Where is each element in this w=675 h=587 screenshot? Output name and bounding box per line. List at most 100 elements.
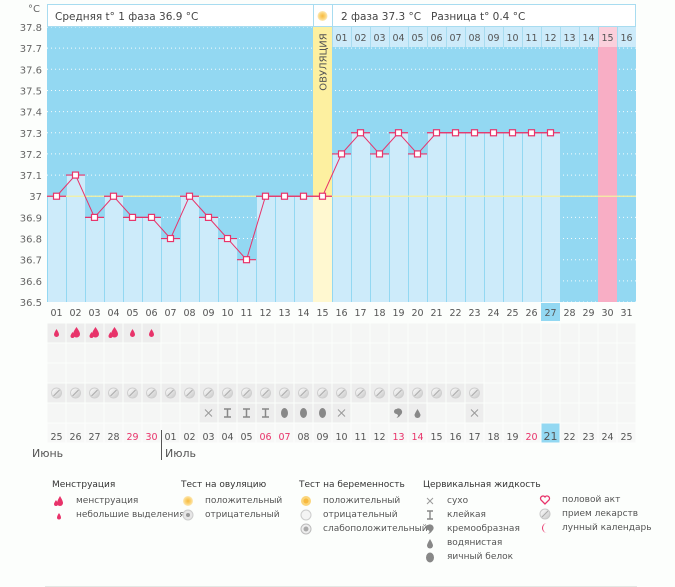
- date-cell[interactable]: [123, 423, 142, 443]
- calendar-cell[interactable]: [332, 363, 351, 383]
- date-cell[interactable]: [617, 423, 636, 443]
- calendar-cell[interactable]: [541, 403, 560, 423]
- calendar-cell[interactable]: [85, 363, 104, 383]
- calendar-cell[interactable]: [47, 363, 66, 383]
- calendar-cell[interactable]: [579, 383, 598, 403]
- temperature-point[interactable]: [546, 129, 555, 137]
- calendar-cell[interactable]: [446, 403, 465, 423]
- calendar-cell[interactable]: [446, 363, 465, 383]
- calendar-date-label[interactable]: 11: [354, 432, 366, 443]
- calendar-cell[interactable]: [85, 403, 104, 423]
- cycle-day-label[interactable]: 03: [88, 308, 100, 319]
- date-cell[interactable]: [351, 423, 370, 443]
- cycle-day-label[interactable]: 09: [202, 308, 214, 319]
- calendar-date-label[interactable]: 06: [259, 432, 271, 443]
- temperature-point[interactable]: [432, 129, 441, 137]
- calendar-cell[interactable]: [465, 343, 484, 363]
- calendar-cell[interactable]: [484, 323, 503, 343]
- calendar-date-label[interactable]: 02: [183, 432, 195, 443]
- calendar-cell[interactable]: [446, 323, 465, 343]
- cycle-day-label[interactable]: 06: [145, 308, 157, 319]
- calendar-cell[interactable]: [218, 363, 237, 383]
- cycle-day-label[interactable]: 31: [620, 308, 632, 319]
- date-cell[interactable]: [180, 423, 199, 443]
- calendar-cell[interactable]: [389, 363, 408, 383]
- calendar-cell[interactable]: [218, 323, 237, 343]
- date-cell[interactable]: [446, 423, 465, 443]
- calendar-cell[interactable]: [522, 383, 541, 403]
- calendar-cell[interactable]: [332, 323, 351, 343]
- calendar-date-label[interactable]: 21: [544, 430, 558, 443]
- calendar-cell[interactable]: [522, 343, 541, 363]
- calendar-cell[interactable]: [617, 343, 636, 363]
- calendar-cell[interactable]: [294, 363, 313, 383]
- calendar-date-label[interactable]: 25: [50, 432, 62, 443]
- date-cell[interactable]: [503, 423, 522, 443]
- calendar-cell[interactable]: [66, 363, 85, 383]
- calendar-cell[interactable]: [598, 403, 617, 423]
- calendar-cell[interactable]: [598, 363, 617, 383]
- calendar-cell[interactable]: [256, 323, 275, 343]
- cycle-day-label[interactable]: 15: [316, 308, 328, 319]
- temperature-point[interactable]: [337, 150, 346, 158]
- calendar-cell[interactable]: [465, 363, 484, 383]
- calendar-cell[interactable]: [484, 343, 503, 363]
- calendar-cell[interactable]: [313, 363, 332, 383]
- temperature-point[interactable]: [470, 129, 479, 137]
- calendar-cell[interactable]: [389, 323, 408, 343]
- temperature-point[interactable]: [204, 213, 213, 221]
- calendar-cell[interactable]: [579, 323, 598, 343]
- calendar-cell[interactable]: [180, 363, 199, 383]
- date-cell[interactable]: [66, 423, 85, 443]
- calendar-cell[interactable]: [237, 323, 256, 343]
- temperature-point[interactable]: [147, 213, 156, 221]
- calendar-cell[interactable]: [617, 323, 636, 343]
- calendar-date-label[interactable]: 09: [316, 432, 328, 443]
- date-cell[interactable]: [389, 423, 408, 443]
- calendar-cell[interactable]: [237, 363, 256, 383]
- calendar-cell[interactable]: [560, 383, 579, 403]
- calendar-cell[interactable]: [180, 343, 199, 363]
- date-cell[interactable]: [142, 423, 161, 443]
- cycle-day-label[interactable]: 07: [164, 308, 176, 319]
- calendar-cell[interactable]: [66, 343, 85, 363]
- calendar-cell[interactable]: [123, 403, 142, 423]
- calendar-cell[interactable]: [237, 343, 256, 363]
- calendar-cell[interactable]: [389, 343, 408, 363]
- calendar-cell[interactable]: [541, 383, 560, 403]
- calendar-date-label[interactable]: 12: [373, 432, 385, 443]
- temperature-point[interactable]: [71, 171, 80, 179]
- date-cell[interactable]: [313, 423, 332, 443]
- cycle-day-label[interactable]: 11: [240, 308, 252, 319]
- cycle-day-label[interactable]: 23: [468, 308, 480, 319]
- calendar-cell[interactable]: [408, 323, 427, 343]
- calendar-date-label[interactable]: 08: [297, 432, 309, 443]
- date-cell[interactable]: [579, 423, 598, 443]
- calendar-cell[interactable]: [503, 363, 522, 383]
- calendar-cell[interactable]: [617, 403, 636, 423]
- cycle-day-label[interactable]: 14: [297, 308, 309, 319]
- cycle-day-label[interactable]: 02: [69, 308, 81, 319]
- calendar-cell[interactable]: [560, 323, 579, 343]
- cycle-day-label[interactable]: 19: [392, 308, 404, 319]
- calendar-cell[interactable]: [522, 323, 541, 343]
- calendar-cell[interactable]: [617, 383, 636, 403]
- temperature-point[interactable]: [280, 192, 289, 200]
- calendar-date-label[interactable]: 25: [620, 432, 632, 443]
- calendar-cell[interactable]: [180, 323, 199, 343]
- date-cell[interactable]: [294, 423, 313, 443]
- calendar-cell[interactable]: [503, 323, 522, 343]
- calendar-cell[interactable]: [142, 363, 161, 383]
- cycle-day-label[interactable]: 28: [563, 308, 575, 319]
- calendar-cell[interactable]: [313, 343, 332, 363]
- cycle-day-label[interactable]: 20: [411, 308, 423, 319]
- date-cell[interactable]: [161, 423, 180, 443]
- calendar-cell[interactable]: [484, 383, 503, 403]
- calendar-cell[interactable]: [256, 343, 275, 363]
- temperature-point[interactable]: [527, 129, 536, 137]
- date-cell[interactable]: [560, 423, 579, 443]
- calendar-cell[interactable]: [161, 403, 180, 423]
- calendar-date-label[interactable]: 17: [468, 432, 480, 443]
- temperature-point[interactable]: [166, 234, 175, 243]
- calendar-date-label[interactable]: 27: [88, 432, 100, 443]
